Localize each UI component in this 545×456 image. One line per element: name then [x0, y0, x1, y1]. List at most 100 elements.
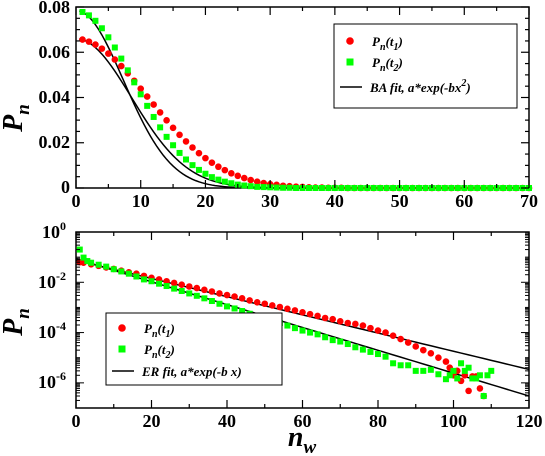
top-point-s1 — [234, 172, 242, 180]
top-xtick-1: 10 — [132, 191, 150, 211]
bottom-point-s1 — [476, 385, 484, 392]
bottom-point-s1 — [465, 387, 472, 395]
top-point-s2 — [441, 185, 448, 191]
top-point-s2 — [506, 185, 513, 191]
top-xtick-6: 60 — [455, 191, 473, 211]
top-legend-marker-1 — [346, 37, 354, 45]
top-point-s2 — [202, 170, 209, 177]
bottom-point-s2 — [465, 364, 472, 371]
top-point-s2 — [208, 174, 215, 181]
bottom-point-s2 — [156, 280, 163, 287]
top-point-s1 — [202, 154, 209, 162]
top-point-s2 — [467, 185, 474, 191]
bottom-point-s2 — [450, 367, 457, 374]
bottom-point-s2 — [95, 261, 102, 268]
bottom-point-s1 — [201, 286, 208, 294]
bottom-xtick-3: 60 — [294, 411, 312, 431]
bottom-point-s1 — [276, 303, 284, 311]
top-point-s1 — [105, 50, 112, 57]
bottom-point-s1 — [216, 290, 223, 297]
bottom-point-s2 — [435, 371, 442, 378]
top-point-s2 — [280, 184, 287, 191]
bottom-point-s2 — [239, 308, 246, 315]
bottom-point-s2 — [469, 375, 476, 382]
bottom-point-s1 — [284, 305, 291, 313]
top-point-s2 — [305, 185, 312, 191]
top-point-s1 — [247, 176, 255, 184]
bottom-point-s1 — [321, 314, 329, 322]
bottom-point-s2 — [454, 375, 461, 382]
top-point-s2 — [215, 176, 222, 183]
bottom-point-s2 — [397, 362, 404, 369]
top-xtick-2: 20 — [196, 191, 214, 211]
bottom-point-s2 — [193, 292, 200, 299]
top-point-s2 — [370, 185, 377, 191]
bottom-point-s2 — [484, 372, 491, 379]
bottom-point-s1 — [359, 322, 367, 329]
top-point-s1 — [221, 166, 229, 174]
bottom-point-s2 — [103, 263, 110, 270]
bottom-point-s1 — [397, 335, 404, 343]
top-point-s2 — [221, 178, 228, 185]
bottom-point-s1 — [163, 277, 170, 285]
top-point-s2 — [351, 185, 358, 191]
bottom-point-s1 — [344, 319, 352, 327]
bottom-panel: 100 10-2 10-4 10-6 0 20 40 60 80 100 120… — [0, 219, 543, 456]
bottom-point-s1 — [382, 329, 389, 336]
top-point-s1 — [240, 174, 248, 182]
top-point-s2 — [189, 162, 196, 169]
top-point-s2 — [448, 185, 455, 191]
bottom-point-s1 — [253, 298, 261, 306]
bottom-point-s2 — [314, 331, 321, 338]
bottom-point-s1 — [231, 293, 238, 300]
top-point-s2 — [111, 44, 118, 51]
bottom-point-s1 — [299, 309, 306, 316]
top-ytick-2: 0.04 — [39, 87, 71, 107]
bottom-axis-ticks — [75, 231, 530, 409]
top-point-s2 — [383, 185, 390, 191]
top-xtick-3: 30 — [261, 191, 279, 211]
top-point-s2 — [409, 185, 416, 191]
bottom-point-s2 — [359, 346, 366, 353]
top-xtick-7: 70 — [520, 191, 538, 211]
bottom-point-s2 — [80, 254, 87, 261]
top-point-s2 — [85, 12, 92, 19]
bottom-xtick-4: 80 — [369, 411, 387, 431]
bottom-xlabel: nw — [288, 422, 317, 456]
top-ytick-4: 0.08 — [39, 0, 71, 17]
top-legend-marker-2 — [346, 58, 354, 66]
top-point-s2 — [500, 185, 507, 191]
bottom-xtick-0: 0 — [72, 411, 81, 431]
top-point-s1 — [195, 149, 203, 157]
top-point-s1 — [189, 144, 196, 151]
bottom-point-s1 — [442, 358, 450, 365]
top-point-s1 — [137, 85, 145, 92]
bottom-legend-marker-2 — [118, 345, 126, 353]
bottom-point-s1 — [427, 349, 435, 357]
bottom-point-s1 — [170, 279, 178, 287]
top-point-s2 — [144, 102, 151, 109]
top-point-s2 — [247, 183, 254, 190]
bottom-point-s2 — [208, 298, 215, 305]
top-point-s2 — [338, 185, 345, 191]
bottom-point-s2 — [412, 367, 419, 374]
bottom-point-s2 — [405, 362, 412, 369]
top-point-s1 — [182, 138, 190, 145]
top-point-s1 — [150, 101, 157, 108]
top-point-s1 — [163, 117, 170, 124]
top-ylabel: Pn — [0, 104, 34, 133]
top-point-s1 — [169, 124, 177, 132]
bottom-xtick-2: 40 — [218, 411, 236, 431]
bottom-point-s2 — [178, 288, 185, 295]
bottom-point-s2 — [390, 360, 397, 367]
bottom-point-s1 — [367, 324, 374, 332]
top-point-s2 — [131, 79, 138, 86]
bottom-point-s1 — [329, 315, 337, 323]
bottom-point-s2 — [427, 366, 434, 373]
bottom-point-s2 — [224, 303, 230, 310]
top-point-s2 — [422, 185, 429, 191]
bottom-ylabel: Pn — [0, 308, 34, 337]
bottom-point-s2 — [446, 372, 453, 379]
bottom-point-s2 — [186, 290, 193, 297]
bottom-point-s2 — [118, 268, 125, 275]
